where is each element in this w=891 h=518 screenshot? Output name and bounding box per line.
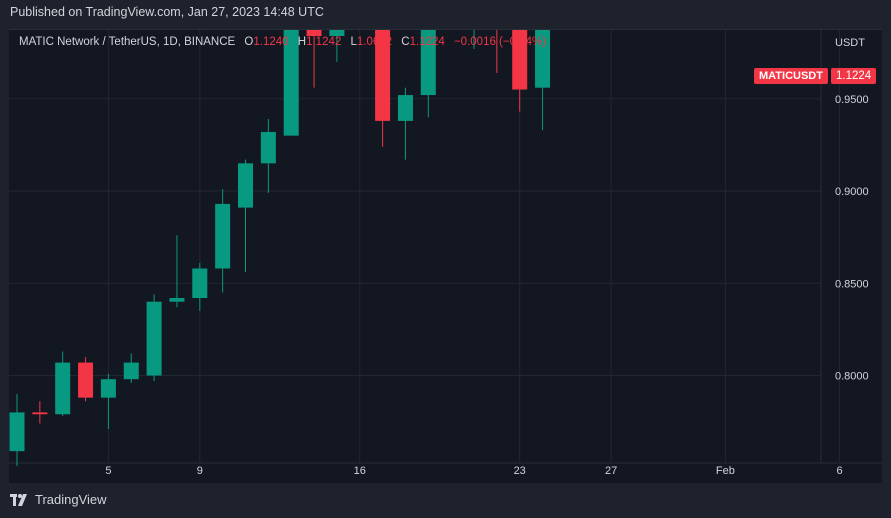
candle[interactable] (420, 30, 436, 118)
footer-brand[interactable]: TradingView (10, 492, 107, 507)
x-tick-label: 5 (105, 465, 111, 477)
x-tick-label: 16 (354, 465, 366, 477)
candle[interactable] (146, 294, 162, 382)
candle[interactable] (238, 159, 253, 273)
candle-body (169, 298, 185, 302)
candle[interactable] (215, 189, 231, 293)
low-value: 1.0622 (356, 36, 393, 48)
x-tick-label: 6 (837, 465, 843, 477)
time-axis[interactable]: 5 9 16 23 27 Feb 6 (105, 465, 842, 477)
candle-body (283, 30, 299, 136)
y-tick-label: 0.8000 (835, 371, 869, 383)
candle[interactable] (78, 357, 94, 402)
currency-label: USDT (835, 37, 865, 49)
symbol-price-tag: MATICUSDT (754, 68, 828, 84)
symbol-title: MATIC Network / TetherUS, 1D, BINANCE (19, 36, 236, 48)
last-price-label: 1.1224 (831, 68, 877, 84)
candle-body (329, 30, 345, 37)
candle-body (215, 203, 231, 269)
candle[interactable] (375, 30, 391, 147)
open-value: 1.1240 (253, 36, 289, 48)
grid-lines (9, 30, 882, 464)
candle-body (420, 30, 436, 96)
candle[interactable] (169, 235, 185, 308)
candles[interactable] (9, 30, 596, 466)
published-caption: Published on TradingView.com, Jan 27, 20… (10, 5, 324, 19)
low-label: L (350, 36, 357, 48)
footer-brand-text: TradingView (35, 492, 107, 507)
candle-body (146, 301, 162, 376)
candle[interactable] (489, 30, 504, 73)
candle[interactable] (512, 30, 528, 112)
change-value: −0.0016 (−0.14%) (453, 36, 547, 48)
candle[interactable] (9, 393, 25, 466)
candle-body (9, 412, 25, 452)
open-label: O (244, 36, 254, 48)
x-tick-label: 9 (197, 465, 203, 477)
candle-body (535, 30, 551, 88)
candle[interactable] (192, 262, 208, 311)
candle-body (397, 95, 413, 121)
candle[interactable] (260, 119, 276, 193)
candle[interactable] (100, 373, 116, 430)
candle[interactable] (283, 30, 299, 136)
candle-body (260, 131, 276, 164)
x-tick-label: 23 (514, 465, 526, 477)
candle[interactable] (32, 401, 48, 424)
close-value: 1.1224 (409, 36, 445, 48)
high-value: 1.1242 (306, 36, 342, 48)
candle[interactable] (329, 30, 345, 62)
candlestick-chart[interactable]: USDT 0.8000 0.8500 0.9000 0.9500 5 9 16 23 27 Feb… (9, 30, 882, 483)
candle[interactable] (55, 351, 71, 417)
candle-body (123, 362, 139, 380)
y-tick-label: 0.9000 (835, 186, 869, 198)
candle-body (100, 379, 116, 398)
candle-body (306, 30, 322, 37)
y-tick-label: 0.9500 (835, 94, 869, 106)
tradingview-logo-icon (10, 493, 27, 506)
candle[interactable] (535, 30, 551, 131)
chart-area[interactable]: USDT 0.8000 0.8500 0.9000 0.9500 5 9 16 23 27 Feb… (9, 29, 882, 483)
candle[interactable] (123, 353, 139, 383)
symbol-legend: MATIC Network / TetherUS, 1D, BINANCE O1… (19, 36, 546, 48)
candle-body (78, 362, 94, 398)
candle-body (512, 30, 528, 90)
x-tick-label: Feb (716, 465, 735, 477)
price-axis[interactable]: USDT 0.8000 0.8500 0.9000 0.9500 (835, 37, 869, 383)
candle[interactable] (306, 30, 322, 88)
candle[interactable] (397, 87, 413, 160)
candle[interactable] (467, 30, 482, 49)
candle-body (32, 412, 48, 415)
y-tick-label: 0.8500 (835, 278, 869, 290)
candle-body (375, 30, 391, 121)
close-label: C (401, 36, 410, 48)
candle-body (192, 268, 208, 299)
x-tick-label: 27 (605, 465, 617, 477)
candle-body (55, 362, 71, 415)
candle-body (238, 163, 253, 208)
high-label: H (297, 36, 307, 48)
